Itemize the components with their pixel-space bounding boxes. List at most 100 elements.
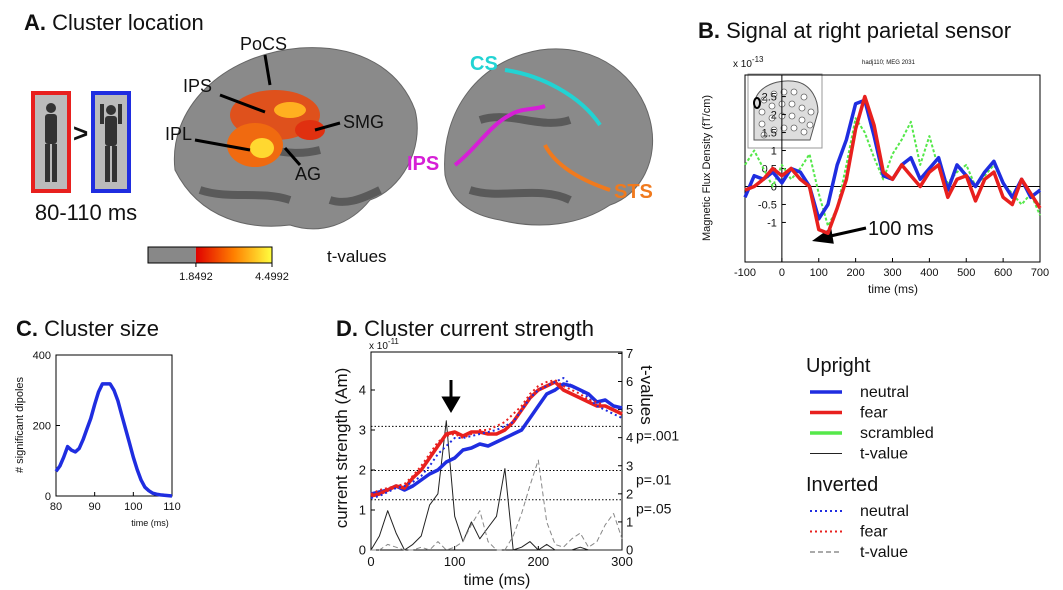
y2-tick-label: 7 (626, 346, 633, 361)
region-label: PoCS (240, 34, 287, 54)
x-axis-label: time (ms) (131, 518, 169, 528)
figure-silhouette (100, 104, 122, 182)
series-line (744, 117, 1041, 227)
sensor-label: hadj110; MEG 2031 (862, 60, 916, 66)
multiplier-base: x 10 (733, 59, 752, 70)
y-tick-label: 200 (33, 420, 51, 432)
y2-tick-label: 3 (626, 458, 633, 473)
panel-letter: A. (24, 10, 46, 35)
x-tick-label: 200 (846, 267, 864, 279)
plot-frame (55, 354, 173, 497)
region-label: STS (614, 181, 653, 203)
legend-label: t-value (860, 446, 908, 463)
x-tick-label: 100 (444, 554, 466, 569)
y-tick-label: 400 (33, 350, 51, 362)
colorbar-tick-label: 1.8492 (179, 271, 213, 283)
region-label: IPS (183, 76, 212, 96)
label-arrows (194, 54, 341, 166)
brain-sulci (468, 113, 572, 204)
y-multiplier: x 10-13 (733, 55, 764, 70)
panel-a-title: A. Cluster location (24, 10, 204, 35)
x-tick-label: 110 (163, 501, 181, 513)
y2-tick-label: 6 (626, 374, 633, 389)
y-multiplier: x 10-11 (369, 337, 399, 352)
series-line (54, 382, 173, 498)
region-label: AG (295, 164, 321, 184)
panel-letter: C. (16, 316, 38, 341)
y-axis-label: Magnetic Flux Density (fT/cm) (701, 95, 713, 241)
y2-tick-label: 5 (626, 402, 633, 417)
legend-label: neutral (860, 503, 909, 520)
series-line (370, 377, 623, 499)
y-tick-label: 1 (771, 145, 777, 157)
series-line (370, 379, 623, 495)
sensor-inset (747, 73, 823, 149)
legend-group-title: Inverted (806, 474, 878, 496)
multiplier-base: x 10 (369, 341, 388, 352)
y-tick-label: 1 (359, 503, 366, 518)
y-tick-label: 0 (771, 181, 777, 193)
y-tick-label: 0 (45, 491, 51, 503)
panel-c-title: C. Cluster size (16, 316, 159, 341)
region-label: IPL (165, 124, 192, 144)
y-tick-label: 4 (359, 383, 366, 398)
y-tick-label: 0 (359, 543, 366, 558)
y2-tick-label: 2 (626, 486, 633, 501)
y2-tick-label: 0 (626, 543, 633, 558)
panel-b-title: B. Signal at right parietal sensor (698, 18, 1011, 43)
series-line (370, 380, 623, 498)
legend-group-title: Upright (806, 355, 871, 377)
sulcus-lines (453, 68, 611, 192)
panel-title-text: Cluster location (52, 10, 204, 35)
y-tick-label: 2 (359, 463, 366, 478)
x-tick-label: 300 (883, 267, 901, 279)
legend-label: fear (860, 405, 888, 422)
panel-title-text: Signal at right parietal sensor (726, 18, 1011, 43)
y-tick-label: -1 (767, 217, 777, 229)
panel-letter: D. (336, 316, 358, 341)
series-line (744, 94, 1042, 235)
region-label: CS (470, 53, 498, 75)
y2-axis-label: t-values (637, 365, 656, 425)
series-line (371, 459, 623, 551)
threshold-label: p=.001 (636, 427, 679, 443)
x-tick-label: 700 (1031, 267, 1049, 279)
x-tick-label: 0 (779, 267, 785, 279)
x-axis-label: time (ms) (464, 572, 531, 589)
y-axis-label: current strength (Am) (332, 368, 351, 529)
x-axis-label: time (ms) (868, 282, 918, 296)
x-tick-label: 400 (920, 267, 938, 279)
colorbar-frame (147, 246, 273, 264)
y-tick-label: 2 (771, 109, 777, 121)
plot-frame (370, 351, 623, 551)
x-tick-label: 80 (50, 501, 62, 513)
panel-letter: B. (698, 18, 720, 43)
multiplier-exponent: -13 (752, 55, 764, 64)
threshold-label: p=.05 (636, 501, 672, 517)
x-tick-label: 0 (367, 554, 374, 569)
x-tick-label: 100 (810, 267, 828, 279)
colorbar-heat (195, 247, 272, 263)
x-tick-label: 200 (527, 554, 549, 569)
y2-tick-label: 4 (626, 430, 633, 445)
y-tick-label: 1.5 (762, 127, 777, 139)
panel-title-text: Cluster current strength (364, 316, 594, 341)
panel-d-title: D. Cluster current strength (336, 316, 594, 341)
colorbar-label: t-values (327, 247, 387, 266)
x-tick-label: 500 (957, 267, 975, 279)
colorbar-tick-label: 4.4992 (255, 271, 289, 283)
peak-arrow (441, 380, 461, 413)
x-tick-label: 300 (611, 554, 633, 569)
annotation: 100 ms (868, 218, 934, 240)
activation (227, 90, 325, 167)
y-tick-label: -0.5 (758, 199, 777, 211)
time-window: 80-110 ms (35, 200, 137, 225)
figure-silhouette (45, 103, 57, 182)
x-tick-label: 600 (994, 267, 1012, 279)
colorbar-gray (148, 247, 196, 263)
brain-left (173, 47, 418, 230)
multiplier-exponent: -11 (388, 337, 400, 346)
threshold-label: p=.01 (636, 472, 672, 488)
panel-title-text: Cluster size (44, 316, 159, 341)
